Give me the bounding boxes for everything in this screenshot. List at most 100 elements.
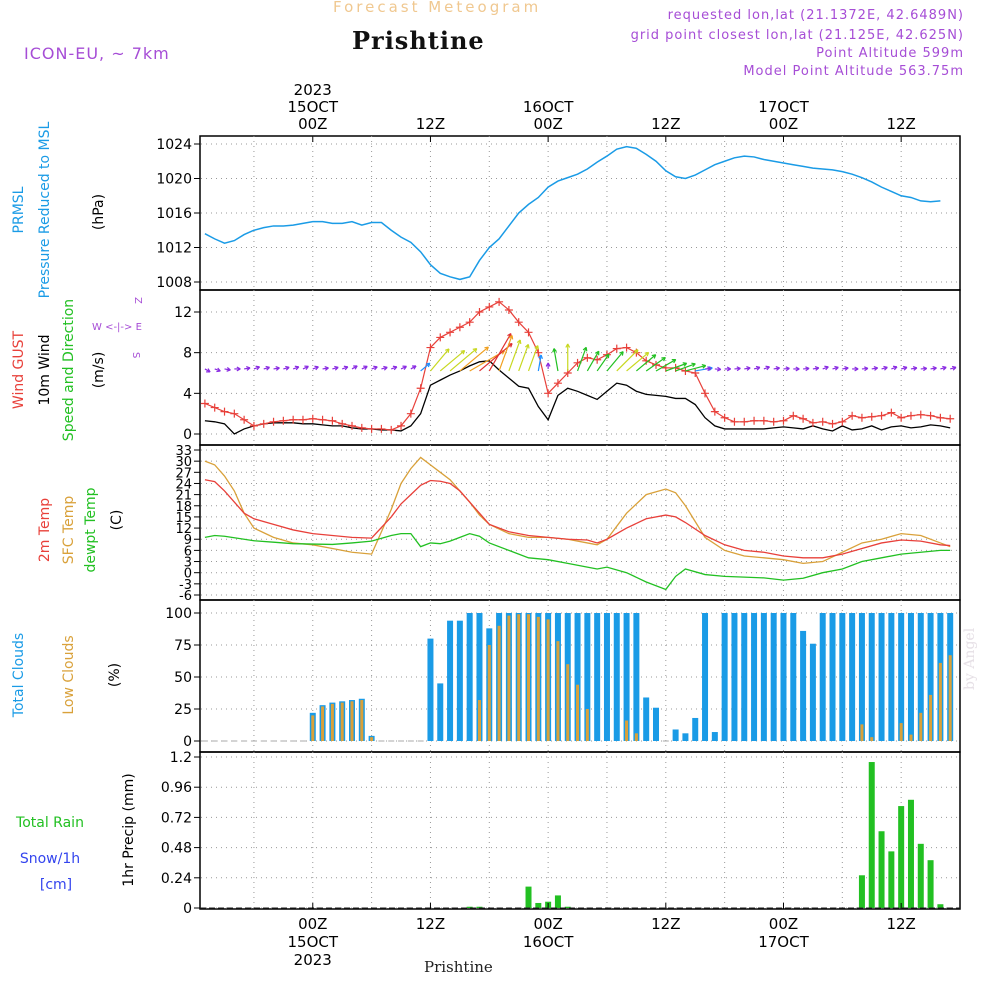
gust-marker bbox=[495, 297, 504, 306]
bar-precip bbox=[535, 902, 542, 908]
gust-marker bbox=[455, 323, 464, 332]
y-tick-label: 3 bbox=[184, 556, 192, 571]
wind-arrow-head bbox=[552, 348, 557, 353]
bar-precip bbox=[868, 762, 875, 908]
bar-total-cloud bbox=[760, 613, 767, 741]
bar-low-cloud bbox=[929, 694, 933, 741]
bar-precip bbox=[466, 906, 473, 908]
y-tick-label: 33 bbox=[175, 444, 192, 459]
bar-total-cloud bbox=[780, 613, 787, 741]
gust-marker bbox=[485, 302, 494, 311]
gust-marker bbox=[406, 409, 415, 418]
y-tick-label: 1008 bbox=[156, 275, 192, 291]
wind-arrow-head bbox=[651, 354, 657, 359]
gust-marker bbox=[867, 412, 876, 421]
compass-we: W <-|-> E bbox=[92, 322, 142, 333]
bar-low-cloud bbox=[546, 619, 550, 741]
y-tick-label: 0 bbox=[184, 567, 192, 582]
gust-marker bbox=[230, 409, 239, 418]
axis-label-0-2: (hPa) bbox=[91, 194, 107, 230]
grid-coords: grid point closest lon,lat (21.125E, 42.… bbox=[630, 28, 964, 43]
y-tick-label: 18 bbox=[175, 500, 192, 515]
y-tick-label: 50 bbox=[174, 670, 192, 686]
bar-total-cloud bbox=[888, 613, 895, 741]
wind-arrow bbox=[498, 335, 513, 372]
bar-total-cloud bbox=[456, 620, 463, 741]
bar-total-cloud bbox=[731, 613, 738, 741]
gust-marker bbox=[701, 389, 710, 398]
axis-label-1-1: 10m Wind bbox=[37, 334, 53, 405]
wind-arrow-head bbox=[932, 366, 937, 371]
wind-arrow bbox=[655, 359, 677, 372]
wind-arrow-head bbox=[775, 366, 780, 371]
model-altitude: Model Point Altitude 563.75m bbox=[743, 64, 964, 79]
axis-label-3-0: Total Clouds bbox=[11, 633, 27, 718]
bar-low-cloud bbox=[477, 700, 481, 741]
wind-arrow-head bbox=[951, 365, 957, 371]
wind-arrow-head bbox=[707, 366, 712, 372]
bar-total-cloud bbox=[623, 613, 630, 741]
wind-arrow-head bbox=[353, 365, 358, 370]
wind-arrow-head bbox=[524, 344, 530, 349]
wind-arrow-head bbox=[883, 365, 888, 371]
wind-arrow-head bbox=[294, 365, 300, 371]
wind-arrow-head bbox=[682, 362, 688, 367]
wind-arrow-head bbox=[206, 368, 211, 373]
bar-total-cloud bbox=[751, 613, 758, 741]
wind-arrow bbox=[596, 353, 610, 372]
gust-marker bbox=[514, 318, 523, 327]
wind-arrow-head bbox=[671, 358, 677, 364]
wind-arrow-head bbox=[844, 366, 849, 371]
bar-total-cloud bbox=[466, 613, 473, 741]
gust-marker bbox=[298, 415, 307, 424]
bar-low-cloud bbox=[634, 733, 638, 741]
gust-marker bbox=[681, 366, 690, 375]
wind-arrow-head bbox=[902, 365, 908, 371]
wind-arrow-head bbox=[545, 362, 551, 367]
bar-total-cloud bbox=[437, 683, 444, 741]
wind-arrow-head bbox=[334, 365, 339, 371]
gust-marker bbox=[259, 419, 268, 428]
gust-marker bbox=[750, 416, 759, 425]
bar-low-cloud bbox=[948, 655, 952, 741]
bar-total-cloud bbox=[809, 643, 816, 741]
y-tick-label: 4 bbox=[183, 386, 192, 402]
y-tick-label: 30 bbox=[175, 455, 192, 470]
wind-arrow bbox=[420, 362, 431, 372]
gust-marker bbox=[877, 411, 886, 420]
wind-arrow bbox=[553, 348, 559, 372]
gust-marker bbox=[426, 343, 435, 352]
wind-arrow bbox=[636, 354, 657, 372]
wind-arrow-head bbox=[736, 366, 741, 372]
wind-arrow-head bbox=[460, 349, 466, 355]
y-tick-label: 9 bbox=[184, 533, 192, 548]
y-tick-label: 0 bbox=[183, 734, 192, 750]
wind-arrow-head bbox=[892, 365, 898, 371]
bar-total-cloud bbox=[603, 613, 610, 741]
gust-marker bbox=[857, 413, 866, 422]
bar-total-cloud bbox=[868, 613, 875, 741]
gust-marker bbox=[779, 416, 788, 425]
bar-total-cloud bbox=[819, 613, 826, 741]
bar-low-cloud bbox=[360, 700, 364, 741]
gust-marker bbox=[348, 421, 356, 430]
gust-marker bbox=[936, 413, 945, 422]
compass-s: S bbox=[130, 352, 141, 358]
y-tick-label: 27 bbox=[175, 466, 192, 481]
compass-n: Z bbox=[132, 297, 143, 304]
bar-total-cloud bbox=[447, 620, 454, 741]
wind-arrow-head bbox=[508, 334, 514, 340]
gust-marker bbox=[436, 333, 445, 342]
wind-arrow bbox=[449, 348, 478, 372]
bar-total-cloud bbox=[790, 613, 797, 741]
y-tick-label: 0.24 bbox=[161, 871, 192, 887]
wind-arrow-head bbox=[746, 366, 751, 371]
gust-marker bbox=[318, 415, 327, 424]
wind-arrow-head bbox=[343, 365, 349, 371]
y-tick-label: 1.2 bbox=[170, 750, 192, 766]
bar-total-cloud bbox=[907, 613, 914, 741]
gust-marker bbox=[818, 417, 827, 426]
gust-marker bbox=[357, 423, 366, 432]
series-10m-wind bbox=[204, 360, 951, 435]
bar-low-cloud bbox=[321, 706, 325, 741]
